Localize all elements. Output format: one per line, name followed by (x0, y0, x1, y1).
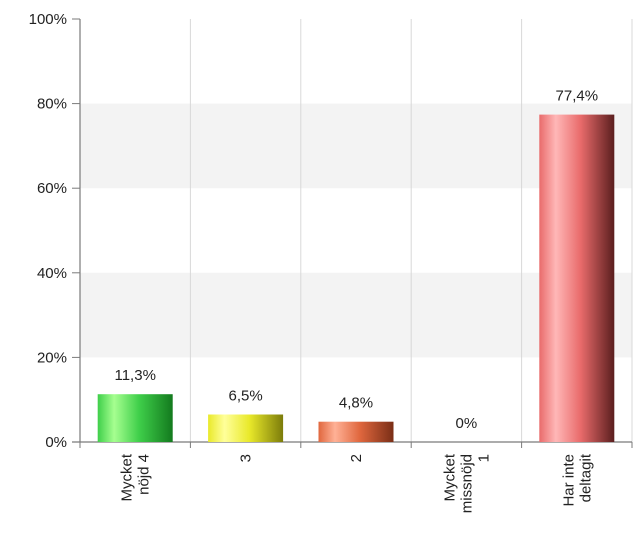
x-tick-label: 3 (238, 454, 255, 462)
x-tick-label: Har inte deltagit (560, 453, 594, 506)
y-tick-label: 20% (37, 349, 67, 366)
bar (539, 114, 615, 443)
x-tick-label-line: 2 (348, 454, 365, 462)
x-tick-label: 2 (348, 454, 365, 462)
y-tick-label: 80% (37, 96, 67, 113)
vertical-gridlines (189, 19, 633, 442)
data-label: 77,4% (556, 88, 599, 105)
x-tick-label-line: 1 (475, 454, 492, 462)
y-tick-label: 40% (37, 265, 67, 282)
bar (318, 421, 394, 442)
y-tick-label: 100% (29, 11, 67, 28)
x-tick-label-line: Mycket (441, 453, 458, 501)
y-tick-label: 60% (37, 180, 67, 197)
y-tick-label: 0% (45, 434, 67, 451)
x-tick-label-line: deltagit (577, 453, 594, 502)
x-tick-label: Mycket missnöjd 1 (441, 453, 492, 513)
data-label: 11,3% (114, 367, 155, 384)
bars (97, 114, 615, 443)
x-tick-label-line: missnöjd (458, 454, 475, 513)
x-tick-label-line: Mycket (119, 453, 136, 501)
x-tick-label-line: 3 (238, 454, 255, 462)
x-tick-label: Mycket nöjd 4 (119, 453, 153, 501)
x-axis-labels: Mycket nöjd 4 3 2 Mycket missnöjd 1 Har inte del… (119, 453, 595, 513)
bar (208, 414, 284, 442)
value-labels: 11,3% 6,5% 4,8% 0% 77,4% (114, 88, 598, 432)
bar (97, 394, 173, 442)
data-label: 6,5% (228, 388, 262, 405)
y-axis-ticks: 0% 20% 40% 60% 80% 100% (29, 11, 80, 451)
x-tick-label-line: Har inte (560, 454, 577, 507)
data-label: 4,8% (339, 395, 373, 412)
data-label: 0% (456, 415, 478, 432)
x-tick-label-line: nöjd 4 (136, 454, 153, 495)
